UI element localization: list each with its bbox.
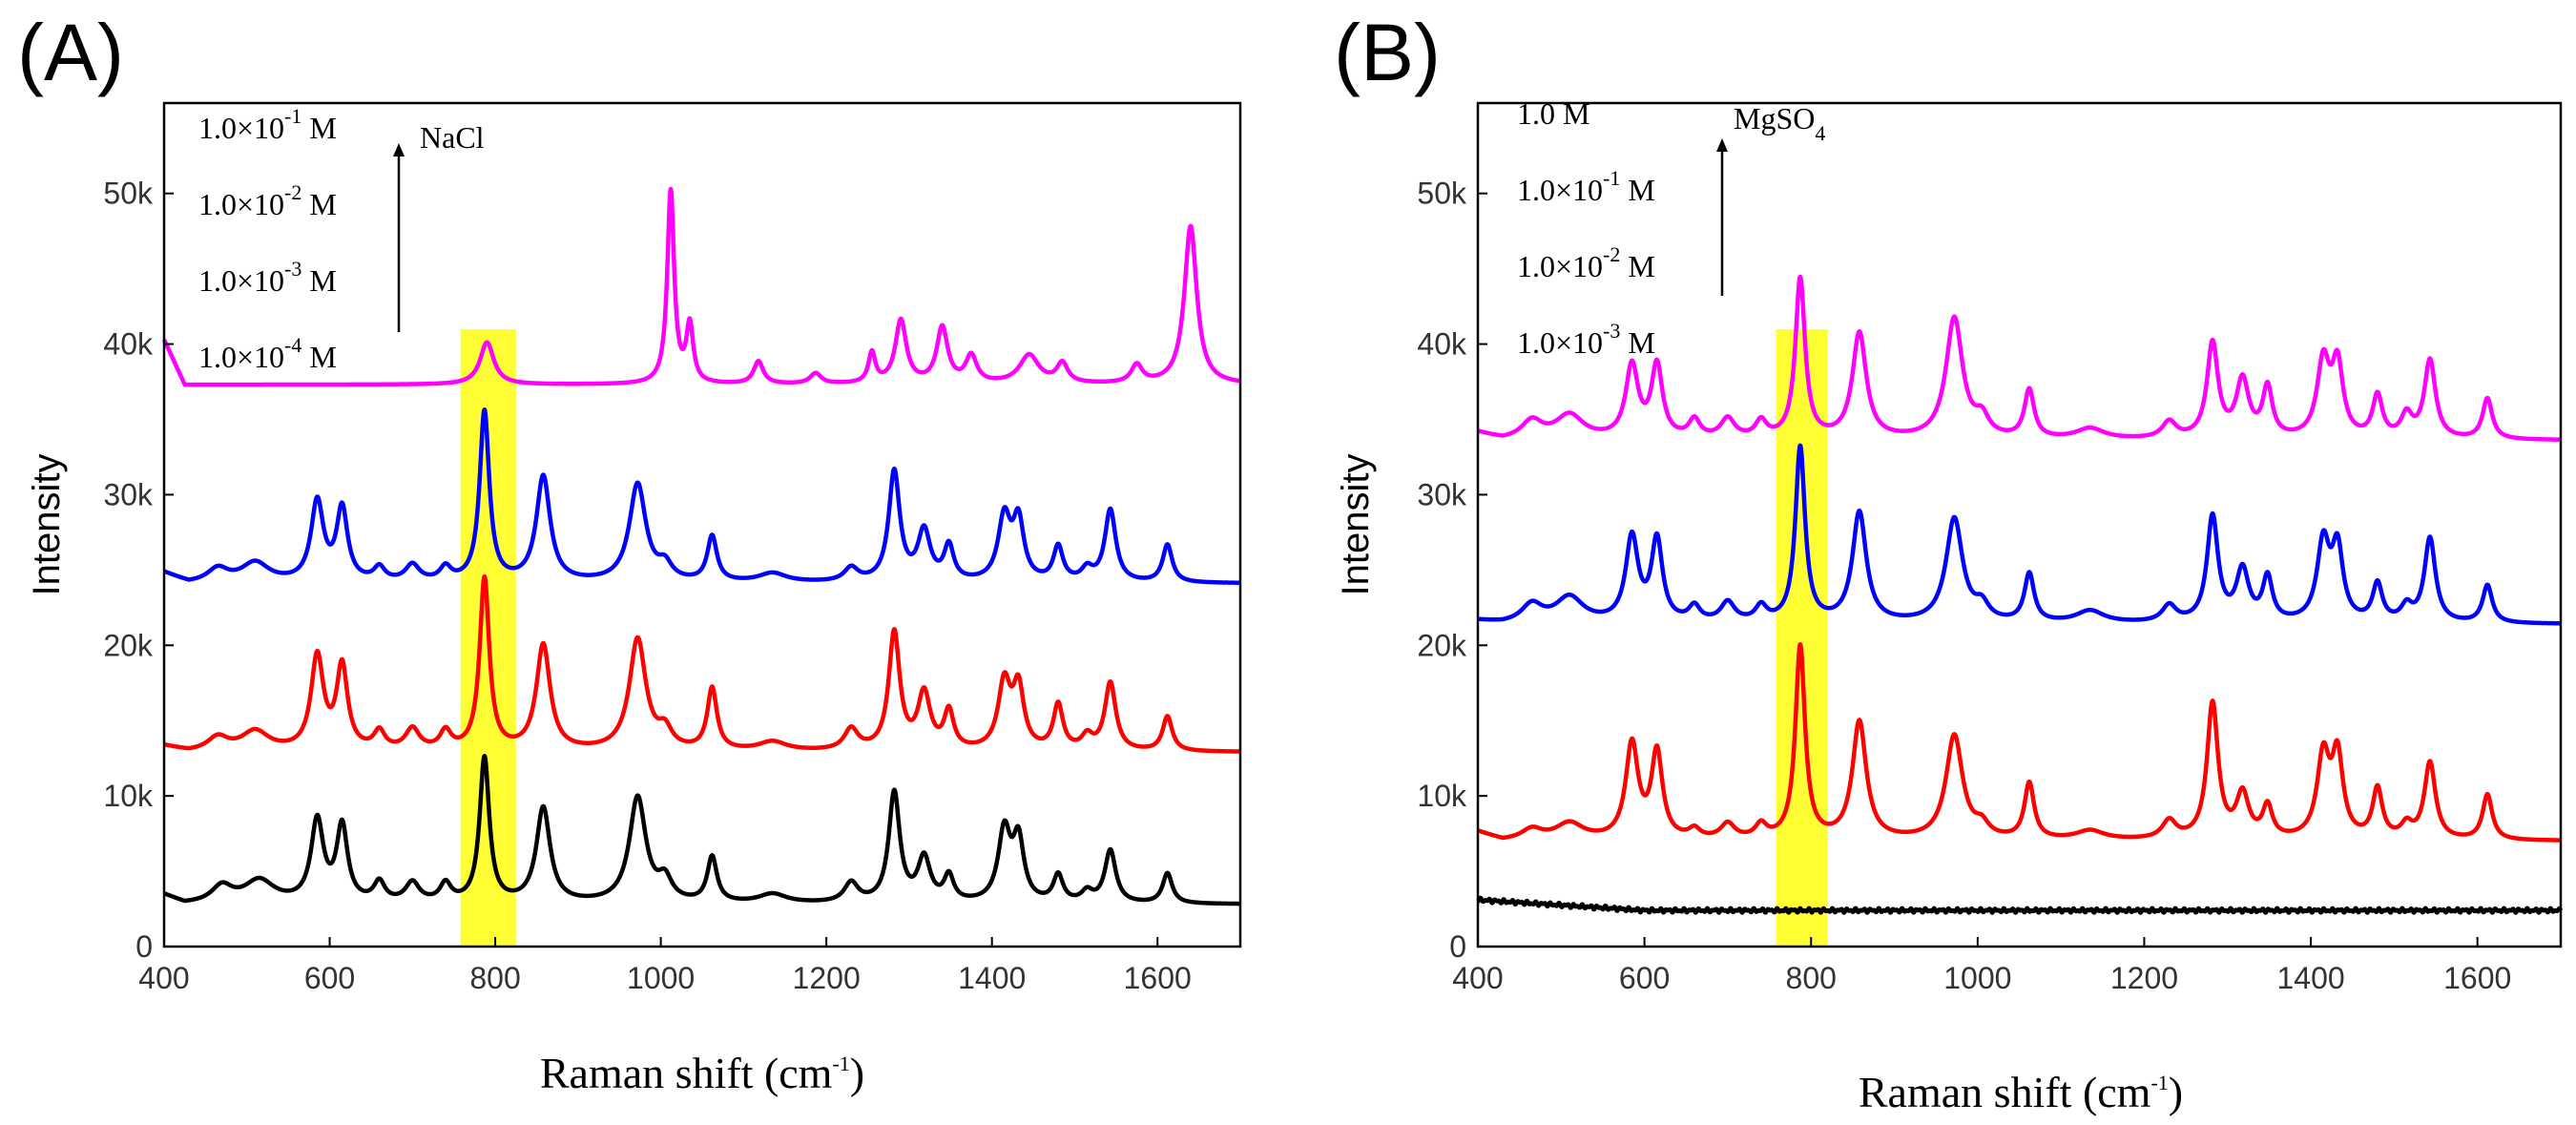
- legend-entry-sup: -4: [284, 333, 301, 357]
- panel-label: (B): [1334, 8, 1441, 97]
- x-axis-title-close: ): [2169, 1068, 2183, 1116]
- legend-entry: 1.0×10-3 M: [1517, 319, 1655, 360]
- series-line-1: [1476, 443, 2563, 626]
- legend-entry-sup: -2: [1603, 242, 1620, 266]
- x-tick-label: 1600: [1124, 961, 1192, 995]
- y-tick-label: 20k: [1417, 628, 1467, 662]
- legend-entry-base: 1.0×10: [198, 263, 284, 298]
- x-tick-label: 1200: [2110, 961, 2178, 995]
- x-tick-label: 600: [304, 961, 355, 995]
- legend-entry-base: 1.0 M: [1517, 96, 1589, 131]
- legend-entry-unit: M: [301, 187, 336, 221]
- legend-arrow-label-text: NaCl: [420, 120, 485, 155]
- series-line-0: [1476, 274, 2563, 442]
- legend-entry-base: 1.0×10: [198, 340, 284, 374]
- legend-arrow-head: [393, 143, 405, 156]
- plot-frame: [1476, 101, 2563, 948]
- y-tick-label: 20k: [103, 628, 154, 662]
- x-axis-title-sup: -1: [832, 1052, 849, 1075]
- y-tick-label: 40k: [103, 327, 154, 362]
- x-tick-label: 400: [138, 961, 189, 995]
- legend-entry-base: 1.0×10: [198, 187, 284, 221]
- x-tick-label: 1000: [627, 961, 695, 995]
- highlight-band: [1776, 329, 1828, 947]
- x-axis-title-text: Raman shift (cm: [1859, 1068, 2151, 1116]
- legend-entry-unit: M: [301, 111, 336, 145]
- plot-frame: [162, 101, 1242, 948]
- y-axis-title: Intensity: [1335, 454, 1377, 596]
- legend-entry-base: 1.0×10: [1517, 249, 1603, 283]
- legend-entry-unit: M: [1620, 249, 1654, 283]
- legend-arrow-label-sub: 4: [1815, 121, 1825, 145]
- x-axis-title-text: Raman shift (cm: [540, 1049, 833, 1097]
- series-line-3: [162, 753, 1242, 906]
- x-axis-title: Raman shift (cm-1): [540, 1049, 864, 1097]
- legend-entry-sup: -3: [284, 257, 301, 281]
- legend-arrow-label: NaCl: [420, 120, 485, 155]
- y-tick-label: 30k: [103, 477, 154, 511]
- y-tick-label: 50k: [1417, 177, 1467, 211]
- legend-entry: 1.0×10-2 M: [198, 180, 337, 221]
- legend-entry-sup: -1: [1603, 166, 1620, 190]
- legend-entry-unit: M: [301, 263, 336, 298]
- panel-label: (A): [17, 8, 124, 97]
- legend-entry-sup: -3: [1603, 319, 1620, 343]
- legend-entry: 1.0×10-1 M: [198, 104, 337, 145]
- legend-entry-base: 1.0×10: [198, 111, 284, 145]
- legend-entry: 1.0×10-4 M: [198, 333, 337, 374]
- y-tick-label: 0: [1449, 929, 1466, 964]
- y-tick-label: 10k: [103, 779, 154, 813]
- legend-entry: 1.0×10-1 M: [1517, 166, 1655, 207]
- legend-entry: 1.0×10-3 M: [198, 257, 337, 298]
- y-tick-label: 40k: [1417, 327, 1467, 362]
- x-tick-label: 600: [1619, 961, 1670, 995]
- x-tick-label: 1400: [958, 961, 1026, 995]
- chart-panel-b: 400 600 800 1000 1200 1400 1600 0 10k 20k 30k 40k 50…: [1334, 8, 2564, 1116]
- legend-arrow-label-text: MgSO: [1734, 101, 1815, 135]
- legend-entry-base: 1.0×10: [1517, 325, 1603, 360]
- x-tick-label: 1200: [793, 961, 861, 995]
- legend-entry-sup: -1: [284, 104, 301, 128]
- legend-entry-base: 1.0×10: [1517, 173, 1603, 207]
- x-tick-label: 800: [1786, 961, 1837, 995]
- legend-entry-unit: M: [1620, 325, 1654, 360]
- series-line-2: [1476, 641, 2563, 843]
- y-tick-label: 50k: [103, 177, 154, 211]
- x-tick-label: 1000: [1943, 961, 2011, 995]
- x-axis-title-close: ): [850, 1049, 864, 1097]
- x-tick-label: 400: [1452, 961, 1503, 995]
- legend-entry-sup: -2: [284, 180, 301, 204]
- series-line-2: [162, 573, 1242, 754]
- legend-entry: 1.0 M: [1517, 96, 1589, 131]
- chart-panel-a: 400 600 800 1000 1200 1400 1600 0 10k 20k 30k 40k 50…: [17, 8, 1242, 1097]
- legend-arrow-label: MgSO4: [1734, 101, 1825, 145]
- legend-arrow-head: [1716, 138, 1728, 152]
- y-tick-label: 30k: [1417, 477, 1467, 511]
- legend-entry-unit: M: [1620, 173, 1654, 207]
- series-line-0: [161, 186, 1242, 387]
- y-axis-title: Intensity: [26, 454, 68, 596]
- x-tick-label: 1600: [2443, 961, 2511, 995]
- x-tick-label: 800: [469, 961, 520, 995]
- series-line-1: [162, 407, 1242, 585]
- x-tick-label: 1400: [2276, 961, 2344, 995]
- y-tick-label: 0: [135, 929, 153, 964]
- y-tick-label: 10k: [1417, 779, 1467, 813]
- x-axis-title-sup: -1: [2150, 1071, 2168, 1094]
- series-line-3: [1476, 895, 2564, 915]
- legend-entry: 1.0×10-2 M: [1517, 242, 1655, 283]
- legend-entry-unit: M: [301, 340, 336, 374]
- x-axis-title: Raman shift (cm-1): [1859, 1068, 2183, 1116]
